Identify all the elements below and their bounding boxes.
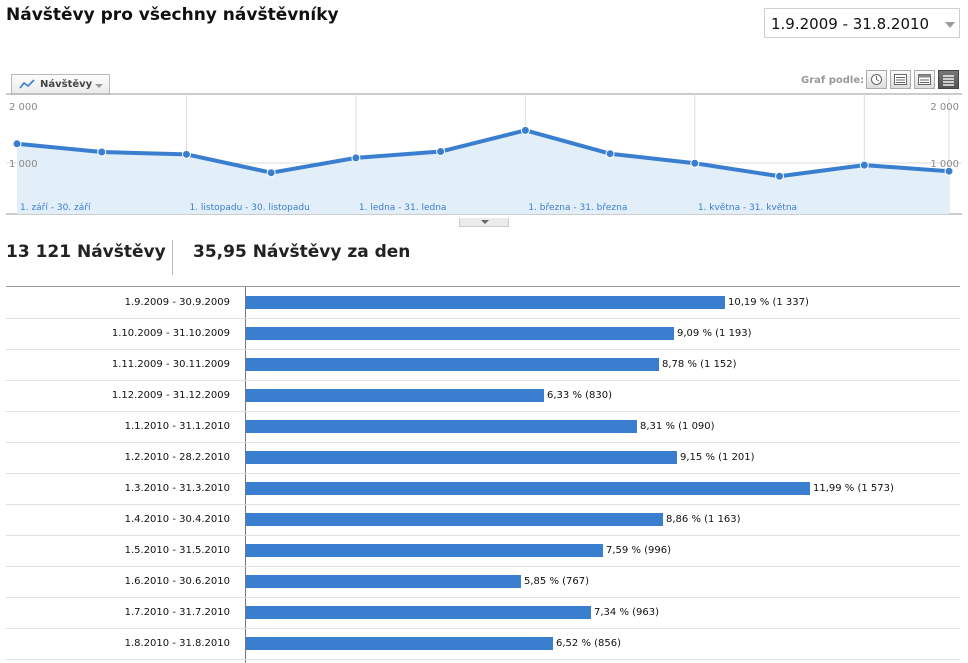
row-value-label: 8,86 % (1 163) bbox=[666, 514, 741, 525]
series-line bbox=[16, 128, 950, 179]
row-value-label: 7,59 % (996) bbox=[606, 545, 672, 556]
detail-list-icon bbox=[943, 75, 954, 86]
y-tick-label-right: 2 000 bbox=[930, 102, 959, 113]
line-chart-svg: 2 000 2 000 1 000 1 000 1. září - 30. září 1.… bbox=[6, 93, 962, 215]
row-period-label: 1.3.2010 - 31.3.2010 bbox=[124, 483, 230, 494]
y-tick-label-left: 2 000 bbox=[9, 102, 38, 113]
table-row: 1.5.2010 - 31.5.2010 7,59 % (996) bbox=[6, 535, 960, 567]
row-period-label: 1.11.2009 - 30.11.2009 bbox=[111, 359, 230, 370]
data-point bbox=[859, 160, 869, 170]
row-bar bbox=[246, 420, 637, 433]
series-area bbox=[17, 130, 949, 214]
date-range-picker[interactable]: 1.9.2009 - 31.8.2010 bbox=[764, 8, 960, 38]
row-value-label: 6,33 % (830) bbox=[547, 390, 613, 401]
table-row: 1.9.2009 - 30.9.2009 10,19 % (1 337) bbox=[6, 287, 960, 319]
row-period-label: 1.2.2010 - 28.2.2010 bbox=[124, 452, 230, 463]
view-detail-list-button[interactable] bbox=[938, 70, 959, 89]
row-period-label: 1.8.2010 - 31.8.2010 bbox=[124, 638, 230, 649]
row-value-label: 9,15 % (1 201) bbox=[680, 452, 755, 463]
row-value-label: 8,78 % (1 152) bbox=[662, 359, 737, 370]
x-axis-label: 1. května - 31. května bbox=[698, 203, 797, 213]
data-point bbox=[97, 147, 107, 157]
x-axis-label: 1. ledna - 31. ledna bbox=[359, 203, 447, 213]
x-axis-label: 1. listopadu - 30. listopadu bbox=[189, 203, 309, 213]
chart-collapse-handle[interactable] bbox=[459, 218, 509, 227]
table-row: 1.10.2009 - 31.10.2009 9,09 % (1 193) bbox=[6, 318, 960, 350]
table-row: 1.2.2010 - 28.2.2010 9,15 % (1 201) bbox=[6, 442, 960, 474]
row-value-label: 6,52 % (856) bbox=[556, 638, 622, 649]
y-tick-label-right: 1 000 bbox=[930, 159, 959, 170]
chevron-down-icon bbox=[481, 220, 489, 224]
row-period-label: 1.9.2009 - 30.9.2009 bbox=[124, 297, 230, 308]
row-bar bbox=[246, 575, 521, 588]
list-icon bbox=[894, 74, 907, 85]
table-row: 1.11.2009 - 30.11.2009 8,78 % (1 152) bbox=[6, 349, 960, 381]
row-bar bbox=[246, 637, 553, 650]
row-period-label: 1.4.2010 - 30.4.2010 bbox=[124, 514, 230, 525]
visits-line-chart: 2 000 2 000 1 000 1 000 1. září - 30. září 1.… bbox=[0, 93, 968, 218]
data-point bbox=[181, 149, 191, 159]
row-value-label: 8,31 % (1 090) bbox=[640, 421, 715, 432]
page-title: Návštěvy pro všechny návštěvníky bbox=[6, 5, 339, 25]
data-point bbox=[12, 139, 22, 149]
table-icon bbox=[918, 74, 931, 85]
visits-table: 1.9.2009 - 30.9.2009 10,19 % (1 337) 1.10.… bbox=[6, 286, 960, 663]
row-period-label: 1.1.2010 - 31.1.2010 bbox=[124, 421, 230, 432]
table-row: 1.12.2009 - 31.12.2009 6,33 % (830) bbox=[6, 380, 960, 412]
row-value-label: 9,09 % (1 193) bbox=[677, 328, 752, 339]
view-list-button[interactable] bbox=[890, 70, 911, 89]
table-row: 1.7.2010 - 31.7.2010 7,34 % (963) bbox=[6, 597, 960, 629]
data-point bbox=[775, 171, 785, 181]
row-period-label: 1.10.2009 - 31.10.2009 bbox=[111, 328, 230, 339]
y-tick-label-left: 1 000 bbox=[9, 159, 38, 170]
row-bar bbox=[246, 296, 725, 309]
row-value-label: 7,34 % (963) bbox=[594, 607, 660, 618]
row-value-label: 10,19 % (1 337) bbox=[728, 297, 809, 308]
row-period-label: 1.5.2010 - 31.5.2010 bbox=[124, 545, 230, 556]
x-axis-label: 1. září - 30. září bbox=[20, 203, 91, 213]
data-point bbox=[436, 147, 446, 157]
data-point bbox=[266, 168, 276, 178]
row-period-label: 1.6.2010 - 30.6.2010 bbox=[124, 576, 230, 587]
row-period-label: 1.12.2009 - 31.12.2009 bbox=[111, 390, 230, 401]
table-row: 1.6.2010 - 30.6.2010 5,85 % (767) bbox=[6, 566, 960, 598]
chevron-down-icon bbox=[95, 84, 103, 88]
data-point bbox=[351, 153, 361, 163]
summary-divider bbox=[172, 240, 173, 275]
date-range-value: 1.9.2009 - 31.8.2010 bbox=[771, 15, 930, 33]
table-row: 1.3.2010 - 31.3.2010 11,99 % (1 573) bbox=[6, 473, 960, 505]
bar-axis-line bbox=[245, 287, 246, 663]
data-point bbox=[690, 158, 700, 168]
table-row: 1.8.2010 - 31.8.2010 6,52 % (856) bbox=[6, 628, 960, 660]
view-timeline-button[interactable] bbox=[866, 70, 887, 89]
row-period-label: 1.7.2010 - 31.7.2010 bbox=[124, 607, 230, 618]
summary-total-visits: 13 121 Návštěvy bbox=[6, 242, 166, 262]
row-bar bbox=[246, 606, 591, 619]
data-point bbox=[944, 166, 954, 176]
metric-tab-label: Návštěvy bbox=[40, 79, 93, 90]
data-point bbox=[605, 149, 615, 159]
row-bar bbox=[246, 513, 663, 526]
table-row: 1.1.2010 - 31.1.2010 8,31 % (1 090) bbox=[6, 411, 960, 443]
row-bar bbox=[246, 389, 544, 402]
row-value-label: 11,99 % (1 573) bbox=[813, 483, 894, 494]
row-bar bbox=[246, 358, 659, 371]
graph-by-label: Graf podle: bbox=[801, 75, 865, 86]
row-bar bbox=[246, 451, 677, 464]
clock-icon bbox=[871, 74, 882, 85]
data-point bbox=[520, 125, 530, 135]
row-value-label: 5,85 % (767) bbox=[524, 576, 590, 587]
row-bar bbox=[246, 327, 674, 340]
row-bar bbox=[246, 544, 603, 557]
chevron-down-icon bbox=[945, 22, 955, 28]
view-table-button[interactable] bbox=[914, 70, 935, 89]
table-row: 1.4.2010 - 30.4.2010 8,86 % (1 163) bbox=[6, 504, 960, 536]
line-chart-icon bbox=[19, 79, 35, 89]
row-bar bbox=[246, 482, 810, 495]
summary-visits-per-day: 35,95 Návštěvy za den bbox=[193, 242, 411, 262]
metric-selector-tab[interactable]: Návštěvy bbox=[11, 74, 110, 95]
x-axis-label: 1. března - 31. března bbox=[528, 203, 627, 213]
